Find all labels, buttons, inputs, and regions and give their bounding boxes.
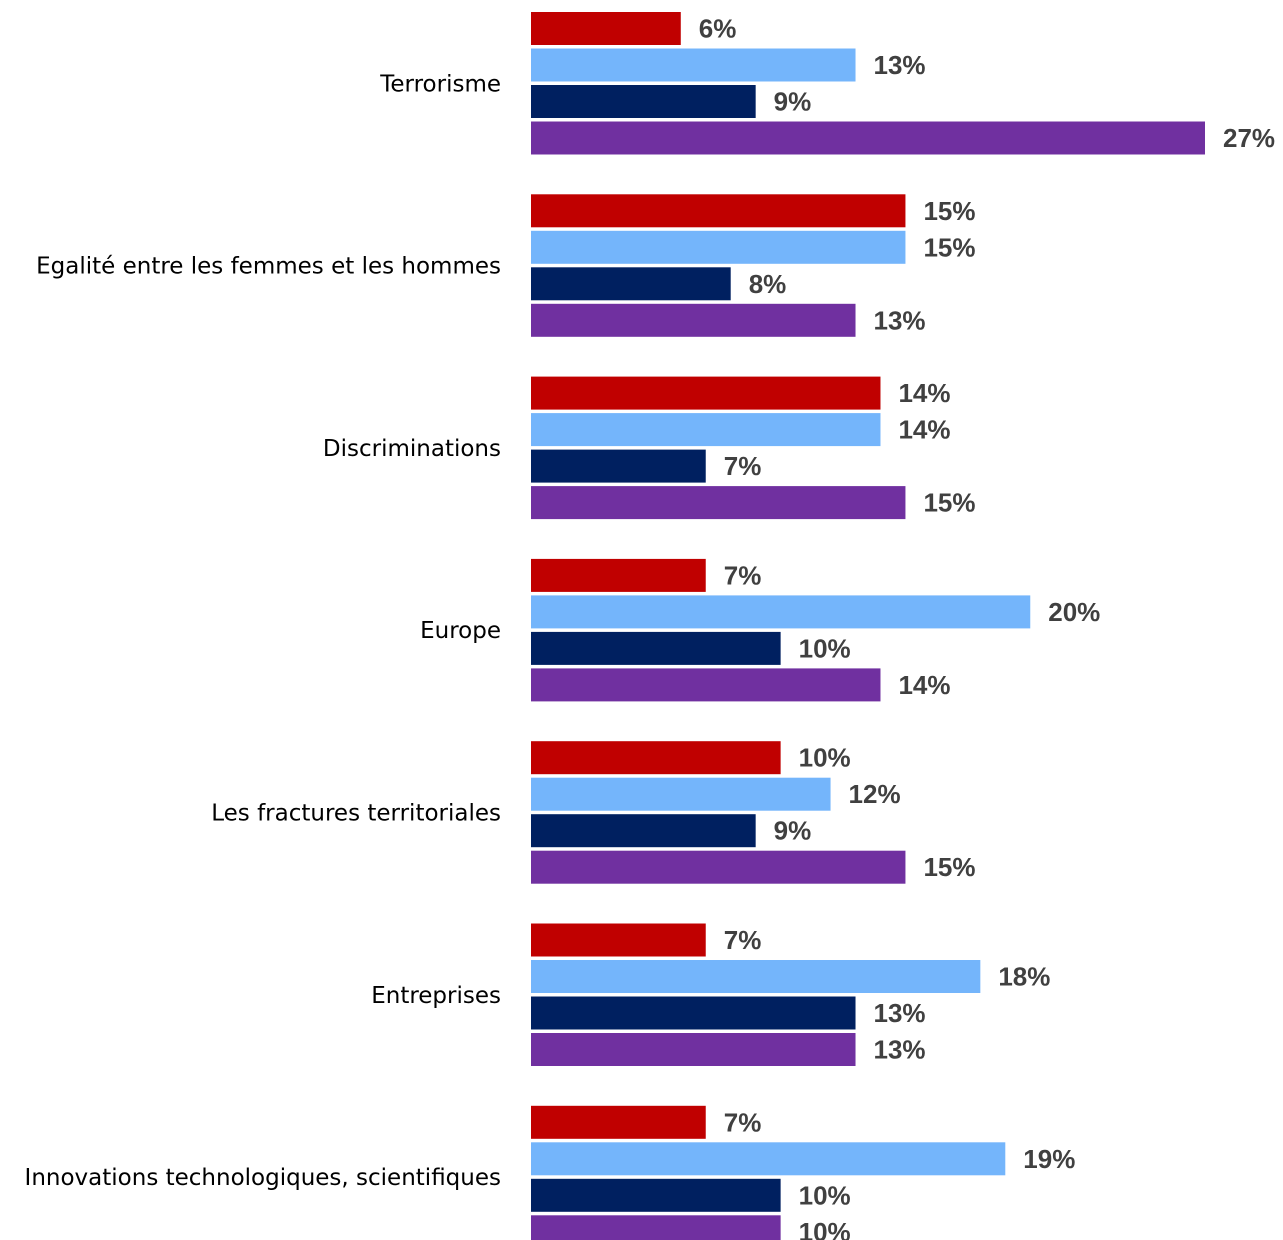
bar <box>531 996 856 1030</box>
bar <box>531 777 831 811</box>
value-label: 15% <box>923 488 975 518</box>
bars <box>531 12 1205 1240</box>
bar <box>531 194 906 228</box>
value-label: 15% <box>923 852 975 882</box>
value-label: 7% <box>724 560 762 590</box>
category-label: Les fractures territoriales <box>211 800 501 826</box>
bar <box>531 1033 856 1066</box>
category-label: Discriminations <box>323 436 501 462</box>
bar <box>531 413 881 447</box>
category-label: Europe <box>420 618 501 644</box>
value-label: 6% <box>699 14 737 44</box>
value-label: 10% <box>799 633 851 663</box>
bar <box>531 1142 1006 1176</box>
bar <box>531 850 906 884</box>
value-labels: 6% 13% 9% 27% 15% 15% 8% 13% 14% 14% 7% 15% 7% 20% 10%… <box>699 14 1275 1240</box>
value-label: 27% <box>1223 123 1275 153</box>
bar <box>531 668 881 702</box>
bar <box>531 230 906 264</box>
value-label: 10% <box>799 743 851 773</box>
value-label: 15% <box>923 232 975 262</box>
bar <box>531 1215 781 1240</box>
bar <box>531 48 856 82</box>
bar <box>531 558 706 592</box>
value-label: 7% <box>724 925 762 955</box>
bar <box>531 814 756 848</box>
category-label: Entreprises <box>371 983 501 1009</box>
bar <box>531 486 906 520</box>
bar <box>531 121 1205 155</box>
value-label: 7% <box>724 1107 762 1137</box>
bar <box>531 376 881 410</box>
bar <box>531 741 781 775</box>
value-label: 19% <box>1023 1144 1075 1174</box>
bar <box>531 923 706 957</box>
value-label: 9% <box>774 816 812 846</box>
value-label: 12% <box>849 779 901 809</box>
bar <box>531 1178 781 1212</box>
category-label: Terrorisme <box>379 71 501 97</box>
bar <box>531 1105 706 1139</box>
value-label: 7% <box>724 451 762 481</box>
value-label: 14% <box>898 670 950 700</box>
value-label: 13% <box>874 50 926 80</box>
category-labels: Terrorisme Egalité entre les femmes et le… <box>25 71 501 1191</box>
value-label: 10% <box>799 1180 851 1210</box>
value-label: 14% <box>898 415 950 445</box>
value-label: 8% <box>749 269 787 299</box>
bar <box>531 12 681 45</box>
category-label: Innovations technologiques, scientifique… <box>25 1165 501 1191</box>
bar <box>531 631 781 665</box>
value-label: 15% <box>923 196 975 226</box>
value-label: 13% <box>874 998 926 1028</box>
value-label: 9% <box>774 87 812 117</box>
bar <box>531 303 856 337</box>
bar <box>531 595 1031 629</box>
bar <box>531 960 981 993</box>
bar <box>531 85 756 118</box>
bar <box>531 267 731 301</box>
value-label: 10% <box>799 1217 851 1240</box>
value-label: 18% <box>998 962 1050 992</box>
value-label: 13% <box>874 305 926 335</box>
category-label: Egalité entre les femmes et les hommes <box>36 254 501 280</box>
value-label: 13% <box>874 1035 926 1065</box>
bar <box>531 449 706 483</box>
value-label: 14% <box>898 378 950 408</box>
value-label: 20% <box>1048 597 1100 627</box>
